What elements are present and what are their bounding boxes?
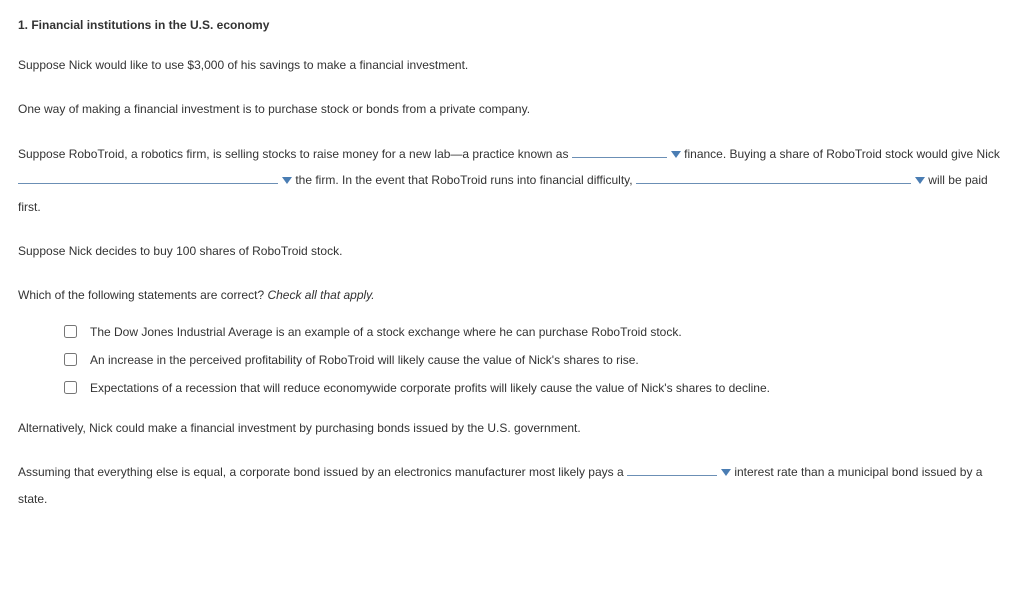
- option-checkbox-3[interactable]: [64, 381, 77, 394]
- checkbox-option: Expectations of a recession that will re…: [60, 379, 1006, 397]
- paragraph-buy-shares: Suppose Nick decides to buy 100 shares o…: [18, 238, 1006, 264]
- dropdown-interest-rate[interactable]: [627, 459, 731, 485]
- paragraph-alternative: Alternatively, Nick could make a financi…: [18, 415, 1006, 441]
- checkbox-option: An increase in the perceived profitabili…: [60, 351, 1006, 369]
- option-checkbox-1[interactable]: [64, 325, 77, 338]
- dropdown-line: [572, 143, 667, 158]
- question-heading: 1. Financial institutions in the U.S. ec…: [18, 16, 1006, 34]
- paragraph-intro-1: Suppose Nick would like to use $3,000 of…: [18, 52, 1006, 78]
- paragraph-intro-2: One way of making a financial investment…: [18, 96, 1006, 122]
- option-label: An increase in the perceived profitabili…: [90, 351, 639, 369]
- chevron-down-icon: [721, 469, 731, 477]
- option-label: The Dow Jones Industrial Average is an e…: [90, 323, 682, 341]
- text-segment: the firm. In the event that RoboTroid ru…: [292, 173, 636, 187]
- fill-in-paragraph-2: Assuming that everything else is equal, …: [18, 459, 1006, 512]
- text-segment: Suppose RoboTroid, a robotics firm, is s…: [18, 147, 572, 161]
- option-checkbox-2[interactable]: [64, 353, 77, 366]
- chevron-down-icon: [282, 177, 292, 185]
- dropdown-finance-type[interactable]: [572, 141, 681, 167]
- text-segment: Which of the following statements are co…: [18, 288, 267, 302]
- dropdown-line: [627, 461, 717, 476]
- chevron-down-icon: [915, 177, 925, 185]
- chevron-down-icon: [671, 151, 681, 159]
- checkbox-option: The Dow Jones Industrial Average is an e…: [60, 323, 1006, 341]
- text-segment: Assuming that everything else is equal, …: [18, 465, 627, 479]
- dropdown-line: [636, 169, 911, 184]
- fill-in-paragraph-1: Suppose RoboTroid, a robotics firm, is s…: [18, 141, 1006, 220]
- paragraph-check-all: Which of the following statements are co…: [18, 282, 1006, 308]
- text-segment: finance. Buying a share of RoboTroid sto…: [681, 147, 1000, 161]
- instruction-italic: Check all that apply.: [267, 288, 374, 302]
- dropdown-line: [18, 169, 278, 184]
- dropdown-ownership[interactable]: [18, 167, 292, 193]
- option-label: Expectations of a recession that will re…: [90, 379, 770, 397]
- dropdown-paid-first[interactable]: [636, 167, 925, 193]
